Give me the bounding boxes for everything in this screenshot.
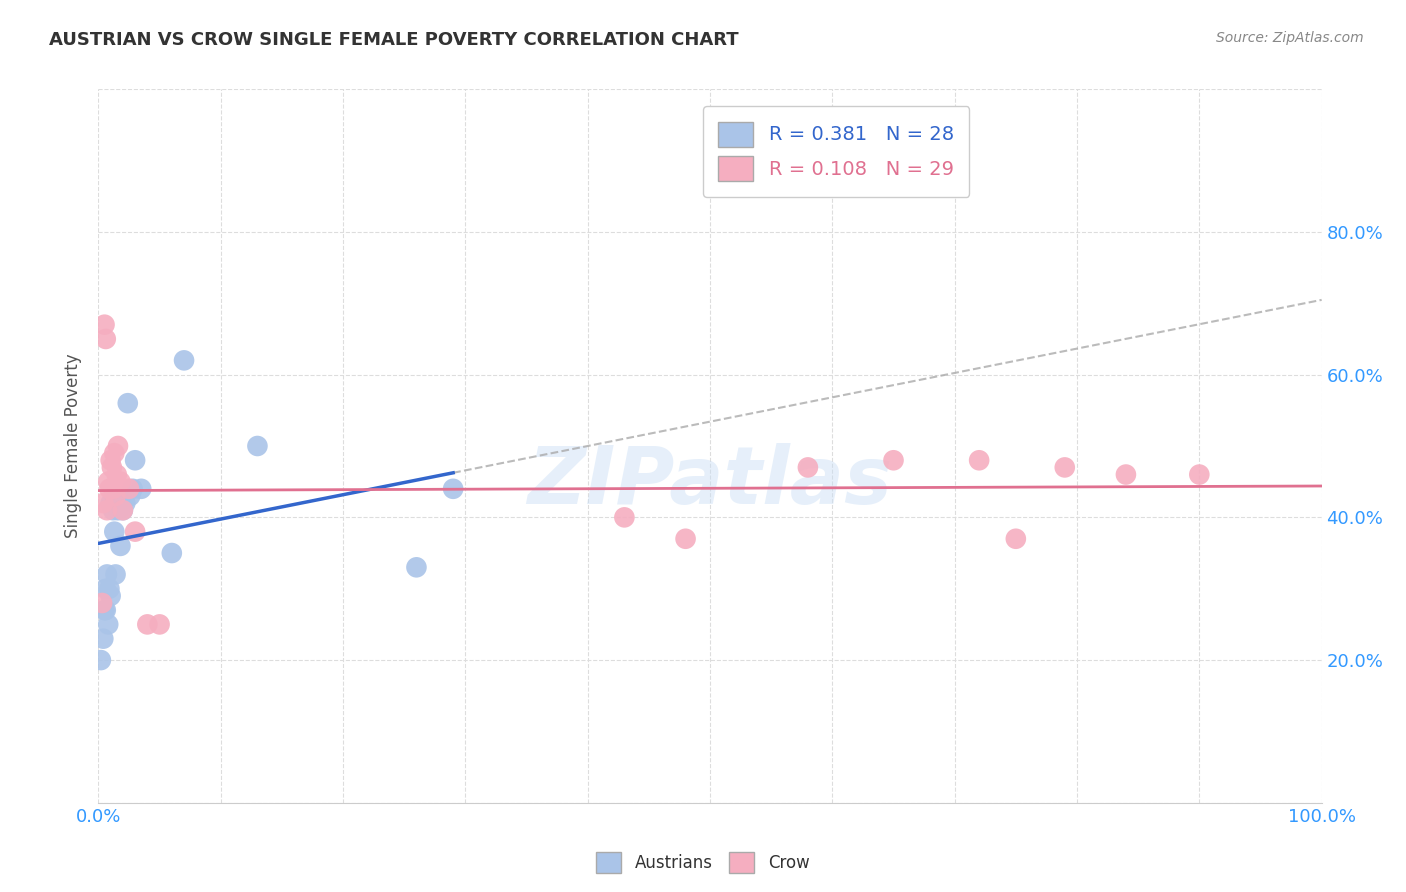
Legend: Austrians, Crow: Austrians, Crow [589,846,817,880]
Point [111,503,134,517]
Point [246,439,269,453]
Point [1004,532,1026,546]
Text: Source: ZipAtlas.com: Source: ZipAtlas.com [1216,31,1364,45]
Point [104,489,127,503]
Point [107,439,129,453]
Point [103,446,125,460]
Point [160,546,183,560]
Point [613,510,636,524]
Point [883,453,905,467]
Point [96,567,118,582]
Point [129,482,152,496]
Point [124,524,146,539]
Point [100,496,122,510]
Text: ZIPatlas: ZIPatlas [527,442,893,521]
Point [136,617,159,632]
Point [94,603,117,617]
Point [1053,460,1076,475]
Point [101,482,124,496]
Point [110,475,132,489]
Point [91,632,114,646]
Text: AUSTRIAN VS CROW SINGLE FEMALE POVERTY CORRELATION CHART: AUSTRIAN VS CROW SINGLE FEMALE POVERTY C… [49,31,738,49]
Point [104,567,127,582]
Point [124,453,146,467]
Point [441,482,464,496]
Point [675,532,697,546]
Point [93,603,115,617]
Point [111,503,134,517]
Point [98,582,121,596]
Point [120,489,142,503]
Y-axis label: Single Female Poverty: Single Female Poverty [65,354,83,538]
Point [967,453,990,467]
Point [117,396,139,410]
Point [101,460,124,475]
Point [93,318,115,332]
Point [90,653,112,667]
Point [114,496,136,510]
Point [91,496,114,510]
Point [105,467,128,482]
Point [149,617,172,632]
Point [173,353,195,368]
Point [107,503,129,517]
Point [98,482,121,496]
Point [94,332,117,346]
Point [105,496,128,510]
Point [1188,467,1211,482]
Point [97,617,120,632]
Point [100,453,122,467]
Point [101,503,124,517]
Point [94,582,117,596]
Point [118,482,141,496]
Point [91,596,114,610]
Point [121,482,143,496]
Point [797,460,820,475]
Point [100,589,122,603]
Point [103,524,125,539]
Point [1115,467,1137,482]
Legend: R = 0.381   N = 28, R = 0.108   N = 29: R = 0.381 N = 28, R = 0.108 N = 29 [703,106,969,197]
Point [96,503,118,517]
Point [405,560,427,574]
Point [110,539,132,553]
Point [97,475,120,489]
